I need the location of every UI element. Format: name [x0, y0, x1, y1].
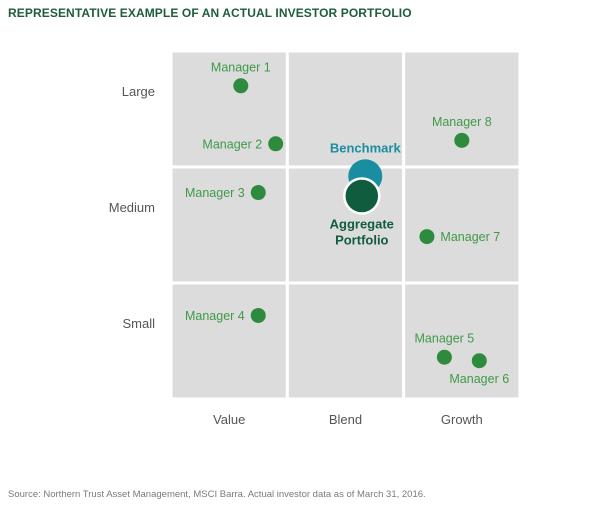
- x-tick-label-value: Value: [213, 412, 245, 427]
- point-manager-5: [436, 349, 452, 365]
- point-aggregate-portfolio: [343, 177, 381, 215]
- point-manager-7: [419, 229, 435, 245]
- point-label-manager-8: Manager 8: [432, 115, 492, 129]
- grid-cell-small-value: [169, 281, 289, 401]
- grid-cell-large-growth: [402, 49, 522, 169]
- point-manager-1: [233, 78, 249, 94]
- point-label-manager-5: Manager 5: [415, 332, 475, 346]
- point-manager-8: [454, 132, 470, 148]
- point-manager-6: [471, 353, 487, 369]
- point-manager-4: [250, 307, 266, 323]
- grid-cell-medium-value: [169, 165, 289, 285]
- grid-cell-medium-growth: [402, 165, 522, 285]
- x-tick-label-blend: Blend: [329, 412, 362, 427]
- grid-cell-small-blend: [285, 281, 406, 401]
- point-label-manager-4: Manager 4: [185, 309, 245, 323]
- point-label-aggregate-portfolio: Aggregate Portfolio: [330, 217, 394, 248]
- source-note: Source: Northern Trust Asset Management,…: [8, 489, 426, 500]
- point-label-benchmark: Benchmark: [330, 140, 402, 155]
- point-manager-3: [250, 185, 266, 201]
- style-box-chart: Value Blend Growth Small Medium Large Manager…: [109, 49, 522, 427]
- point-label-manager-3: Manager 3: [185, 186, 245, 200]
- point-label-manager-6: Manager 6: [449, 372, 509, 386]
- axis-labels: Value Blend Growth Small Medium Large: [109, 84, 483, 427]
- x-tick-label-growth: Growth: [441, 412, 483, 427]
- point-label-manager-7: Manager 7: [440, 230, 500, 244]
- point-manager-2: [268, 136, 284, 152]
- point-label-manager-1: Manager 1: [211, 60, 271, 74]
- grid-cell-small-growth: [402, 281, 522, 401]
- point-label-manager-2: Manager 2: [202, 137, 262, 151]
- y-tick-label-small: Small: [122, 316, 155, 331]
- y-tick-label-large: Large: [122, 84, 155, 99]
- y-tick-label-medium: Medium: [109, 200, 155, 215]
- grid-cell-large-blend: [285, 49, 406, 169]
- grid: [169, 49, 522, 401]
- chart-title: REPRESENTATIVE EXAMPLE OF AN ACTUAL INVE…: [8, 6, 412, 20]
- data-points: Manager 1 Manager 2 Manager 3 Manager 4 Mana…: [185, 60, 509, 386]
